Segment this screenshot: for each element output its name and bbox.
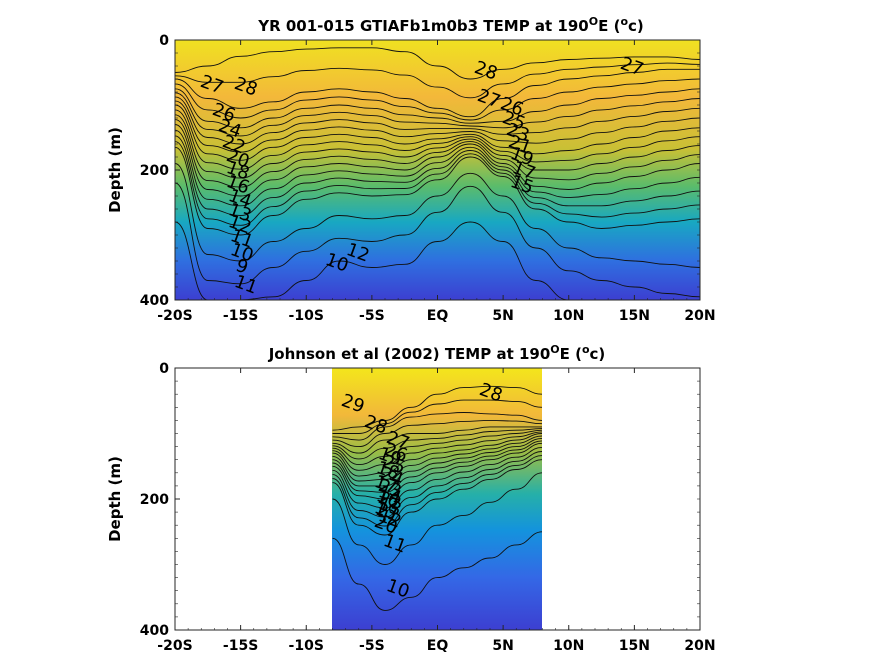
x-tick-label: -5S <box>359 308 385 324</box>
y-tick-label: 0 <box>159 361 169 377</box>
x-tick-label: 20N <box>684 638 715 654</box>
isotherm-25 <box>332 419 542 448</box>
isotherm-13 <box>175 141 700 226</box>
isotherm-28 <box>175 47 700 80</box>
y-tick-label: 0 <box>159 33 169 49</box>
x-tick-label: 5N <box>492 638 513 654</box>
x-tick-label: 15N <box>619 638 650 654</box>
filled-contour-field <box>175 40 700 300</box>
isotherm-12 <box>332 459 542 536</box>
isotherm-14 <box>175 135 700 216</box>
isotherm-22 <box>332 429 542 466</box>
x-tick-label: -20S <box>157 308 192 324</box>
x-tick-label: -15S <box>223 308 258 324</box>
chart-panel-observed: Johnson et al (2002) TEMP at 190OE (oc) … <box>106 343 716 654</box>
isotherm-26 <box>332 412 542 441</box>
x-tick-label: EQ <box>427 638 449 654</box>
isotherm-lines <box>175 47 700 300</box>
y-tick-label: 200 <box>140 163 169 179</box>
isotherm-21 <box>332 431 542 471</box>
x-tick-label: 5N <box>492 308 513 324</box>
x-tick-label: -10S <box>289 308 324 324</box>
isotherm-28 <box>332 385 542 431</box>
isotherm-26 <box>175 68 700 118</box>
isotherm-19 <box>332 435 542 482</box>
isotherm-13 <box>332 455 542 527</box>
chart-title: Johnson et al (2002) TEMP at 190OE (oc) <box>268 343 606 363</box>
isotherm-lines <box>332 385 542 611</box>
isotherm-20 <box>332 433 542 477</box>
axes: -20S -15S -10S -5S EQ 5N 10N 15N 20N 0 200 400 <box>140 361 716 654</box>
isotherm-27 <box>332 399 542 434</box>
x-tick-label: 10N <box>553 638 584 654</box>
isotherm-9 <box>175 221 700 300</box>
isotherm-24 <box>175 88 700 129</box>
y-axis-label: Depth (m) <box>106 456 124 542</box>
x-tick-label: 15N <box>619 308 650 324</box>
isotherm-12 <box>175 146 700 236</box>
x-tick-label: -10S <box>289 638 324 654</box>
isotherm-11 <box>332 472 542 565</box>
chart-title: YR 001-015 GTIAFb1m0b3 TEMP at 190OE (oc… <box>257 15 644 35</box>
y-tick-label: 400 <box>140 293 169 309</box>
isotherm-10 <box>332 531 542 611</box>
isotherm-10 <box>175 182 700 298</box>
isotherm-17 <box>332 440 542 493</box>
isotherm-20 <box>175 104 700 161</box>
isotherm-11 <box>175 163 700 268</box>
isotherm-16 <box>332 442 542 500</box>
y-tick-label: 200 <box>140 492 169 508</box>
isotherm-18 <box>332 437 542 487</box>
x-tick-label: 10N <box>553 308 584 324</box>
isotherm-22 <box>175 96 700 145</box>
isotherm-27 <box>175 62 700 99</box>
x-tick-label: 20N <box>684 308 715 324</box>
isotherm-24 <box>332 426 542 454</box>
isotherm-18 <box>175 114 700 179</box>
isotherm-15 <box>175 129 700 207</box>
isotherm-23 <box>332 428 542 460</box>
x-tick-label: -15S <box>223 638 258 654</box>
isotherm-16 <box>175 124 700 197</box>
x-tick-label: -5S <box>359 638 385 654</box>
chart-panel-model: YR 001-015 GTIAFb1m0b3 TEMP at 190OE (oc… <box>106 15 716 324</box>
isotherm-21 <box>175 100 700 153</box>
isotherm-25 <box>175 78 700 121</box>
axes: -20S -15S -10S -5S EQ 5N 10N 15N 20N 0 200 400 <box>140 33 716 324</box>
isotherm-14 <box>332 451 542 518</box>
isotherm-23 <box>175 92 700 137</box>
x-tick-label: -20S <box>157 638 192 654</box>
isotherm-19 <box>175 109 700 170</box>
y-tick-label: 400 <box>140 623 169 639</box>
x-tick-label: EQ <box>427 308 449 324</box>
isotherm-17 <box>175 119 700 188</box>
y-axis-label: Depth (m) <box>106 127 124 213</box>
isotherm-15 <box>332 446 542 509</box>
